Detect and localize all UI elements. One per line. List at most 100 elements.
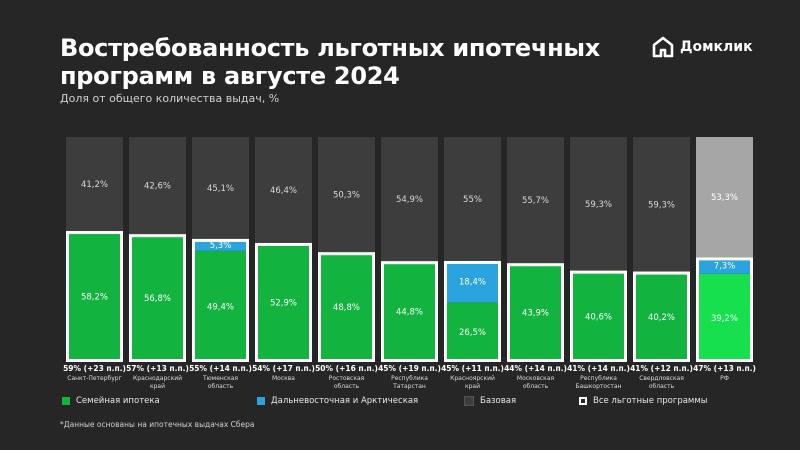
legend-label-base: Базовая xyxy=(480,396,517,406)
label-family-3: 52,9% xyxy=(270,298,297,308)
legend-swatch-base xyxy=(464,396,474,406)
bar-preferential-outline-4 xyxy=(318,252,375,362)
bar-family-5 xyxy=(381,261,438,362)
label-base-4: 50,3% xyxy=(333,191,360,201)
bar-preferential-outline-5 xyxy=(381,261,438,363)
category-label-6-0: Красноярский xyxy=(450,375,495,382)
bar-base-1 xyxy=(129,137,186,235)
bar-preferential-outline-10 xyxy=(696,257,753,362)
category-label-9-0: Свердловская xyxy=(639,375,684,382)
bar-preferential-outline-8 xyxy=(570,270,627,362)
label-base-2: 45,1% xyxy=(207,184,234,194)
summary-label-9: 41% (+12 п.п.) xyxy=(630,364,693,373)
category-label-5-1: Татарстан xyxy=(392,383,426,390)
legend-label-far-east: Дальневосточная и Арктическая xyxy=(271,396,419,406)
bar-base-8 xyxy=(570,137,627,271)
bar-family-8 xyxy=(570,270,627,362)
legend-item-base: Базовая xyxy=(464,396,516,406)
label-far-east-10: 7,3% xyxy=(714,262,736,272)
footnote: *Данные основаны на ипотечных выдачах Сб… xyxy=(60,420,255,429)
chart-legend: Семейная ипотека Дальневосточная и Аркти… xyxy=(0,396,800,416)
label-family-4: 48,8% xyxy=(333,303,360,313)
bar-base-6 xyxy=(444,137,501,261)
bar-base-9 xyxy=(633,137,690,272)
category-label-8-1: Башкортостан xyxy=(576,383,622,390)
label-family-6: 26,5% xyxy=(459,328,486,338)
summary-label-1: 57% (+13 п.п.) xyxy=(126,364,189,373)
summary-label-4: 50% (+16 п.п.) xyxy=(315,364,378,373)
bar-base-7 xyxy=(507,137,564,264)
legend-item-family: Семейная ипотека xyxy=(62,396,160,406)
category-label-2-1: область xyxy=(208,383,234,390)
bar-base-0 xyxy=(66,137,123,232)
bar-family-7 xyxy=(507,263,564,362)
category-label-4-0: Ростовская xyxy=(329,375,365,382)
label-family-7: 43,9% xyxy=(522,309,549,319)
summary-label-2: 55% (+14 п.п.) xyxy=(189,364,252,373)
label-far-east-2: 5,3% xyxy=(210,241,232,251)
bar-base-3 xyxy=(255,137,312,243)
bar-far-east-10 xyxy=(696,257,753,274)
legend-label-all-preferential: Все льготные программы xyxy=(593,396,708,406)
label-family-10: 39,2% xyxy=(711,314,738,324)
category-label-8-0: Республика xyxy=(580,375,617,382)
legend-swatch-family xyxy=(62,397,70,405)
category-label-3-0: Москва xyxy=(272,375,295,382)
category-label-1-1: край xyxy=(150,383,165,390)
brand-logo: Домклик xyxy=(652,36,753,58)
label-family-1: 56,8% xyxy=(144,294,171,304)
summary-label-7: 44% (+14 п.п.) xyxy=(504,364,567,373)
summary-label-5: 45% (+19 п.п.) xyxy=(378,364,441,373)
bar-base-4 xyxy=(318,137,375,253)
category-label-7-0: Московская xyxy=(517,375,555,382)
category-label-7-1: область xyxy=(523,383,549,390)
bar-family-10 xyxy=(696,273,753,362)
label-family-8: 40,6% xyxy=(585,312,612,322)
category-label-0-0: Санкт-Петербург xyxy=(67,375,121,382)
bar-family-9 xyxy=(633,271,690,362)
category-label-5-0: Республика xyxy=(391,375,428,382)
label-base-1: 42,6% xyxy=(144,182,171,192)
label-base-8: 59,3% xyxy=(585,200,612,210)
bar-family-6 xyxy=(444,302,501,362)
bar-family-0 xyxy=(66,231,123,362)
bar-family-4 xyxy=(318,252,375,362)
category-label-10-0: РФ xyxy=(720,375,729,382)
chart-subtitle: Доля от общего количества выдач, % xyxy=(60,92,280,105)
stacked-bar-chart: 41,2% 58,2% 59% (+23 п.п.) Санкт-Петербург 4… xyxy=(63,137,756,390)
label-family-5: 44,8% xyxy=(396,308,423,318)
legend-label-family: Семейная ипотека xyxy=(76,396,160,406)
category-label-4-1: область xyxy=(334,383,360,390)
label-family-2: 49,4% xyxy=(207,302,234,312)
bar-preferential-outline-0 xyxy=(66,231,123,362)
legend-swatch-far-east xyxy=(257,397,265,405)
category-label-9-1: область xyxy=(649,383,675,390)
bar-family-1 xyxy=(129,234,186,362)
category-label-1-0: Краснодарский xyxy=(133,375,182,382)
bar-family-2 xyxy=(192,250,249,362)
bar-preferential-outline-1 xyxy=(129,234,186,362)
bar-base-10 xyxy=(696,137,753,258)
bar-far-east-2 xyxy=(192,238,249,251)
bar-preferential-outline-7 xyxy=(507,263,564,363)
legend-item-far-east: Дальневосточная и Арктическая xyxy=(257,396,418,406)
bar-preferential-outline-6 xyxy=(444,260,501,363)
summary-label-0: 59% (+23 п.п.) xyxy=(63,364,126,373)
brand-name: Домклик xyxy=(680,39,753,55)
label-base-5: 54,9% xyxy=(396,195,423,205)
label-base-3: 46,4% xyxy=(270,186,297,196)
label-base-6: 55% xyxy=(463,195,482,205)
bar-family-3 xyxy=(255,242,312,362)
label-far-east-6: 18,4% xyxy=(459,278,486,288)
label-family-9: 40,2% xyxy=(648,313,675,323)
label-base-9: 59,3% xyxy=(648,200,675,210)
house-logo-icon xyxy=(652,36,674,58)
bar-preferential-outline-2 xyxy=(192,238,249,362)
summary-label-6: 45% (+11 п.п.) xyxy=(441,364,504,373)
page-title: Востребованность льготных ипотечных прог… xyxy=(60,34,600,90)
label-base-7: 55,7% xyxy=(522,196,549,206)
bar-preferential-outline-9 xyxy=(633,271,690,362)
summary-label-3: 54% (+17 п.п.) xyxy=(252,364,315,373)
label-base-0: 41,2% xyxy=(81,180,108,190)
label-family-0: 58,2% xyxy=(81,293,108,303)
